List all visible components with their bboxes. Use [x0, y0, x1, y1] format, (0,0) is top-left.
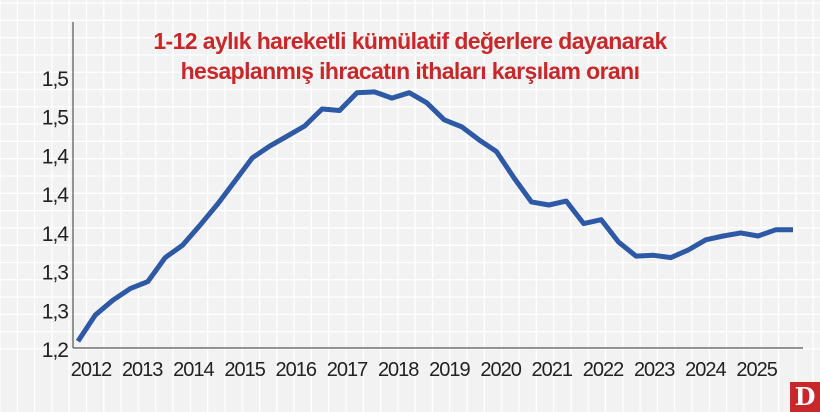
x-tick-label: 2012 [71, 359, 112, 381]
y-tick-label: 1,2 [42, 339, 69, 362]
x-tick-label: 2022 [583, 359, 624, 381]
y-tick-label: 1,3 [42, 262, 69, 285]
chart-title-line-1: 1-12 aylık hareketli kümülatif değerlere… [153, 28, 667, 54]
y-tick-label: 1,4 [42, 184, 70, 207]
x-tick-label: 2015 [224, 359, 265, 381]
x-tick-label: 2025 [736, 359, 777, 381]
y-tick-label: 1,4 [42, 145, 70, 168]
x-tick-label: 2017 [327, 359, 368, 381]
x-axis-ticks: 2012 2013 2014 2015 2016 2017 2018 2019 2020 2021… [71, 359, 779, 381]
x-tick-label: 2014 [173, 359, 214, 381]
y-tick-label: 1,3 [42, 300, 69, 323]
chart-title-line-2: hesaplanmış ihracatın ithaları karşılam … [180, 58, 640, 84]
series-lines [75, 89, 794, 343]
x-tick-label: 2024 [685, 359, 726, 381]
y-tick-label: 1,5 [42, 68, 69, 91]
x-tick-label: 2019 [429, 359, 470, 381]
series-line [75, 89, 793, 343]
x-tick-label: 2018 [378, 359, 419, 381]
logo: D [790, 382, 820, 412]
x-tick-label: 2016 [276, 359, 317, 381]
x-tick-label: 2023 [634, 359, 675, 381]
x-tick-label: 2020 [480, 359, 521, 381]
y-axis-ticks: 1,2 1,3 1,3 1,4 1,4 1,4 1,5 1,5 [42, 68, 71, 362]
axes [72, 22, 803, 349]
x-tick-label: 2021 [532, 359, 573, 381]
y-tick-label: 1,5 [42, 107, 69, 130]
y-tick-label: 1,4 [42, 223, 70, 246]
x-tick-label: 2013 [122, 359, 163, 381]
